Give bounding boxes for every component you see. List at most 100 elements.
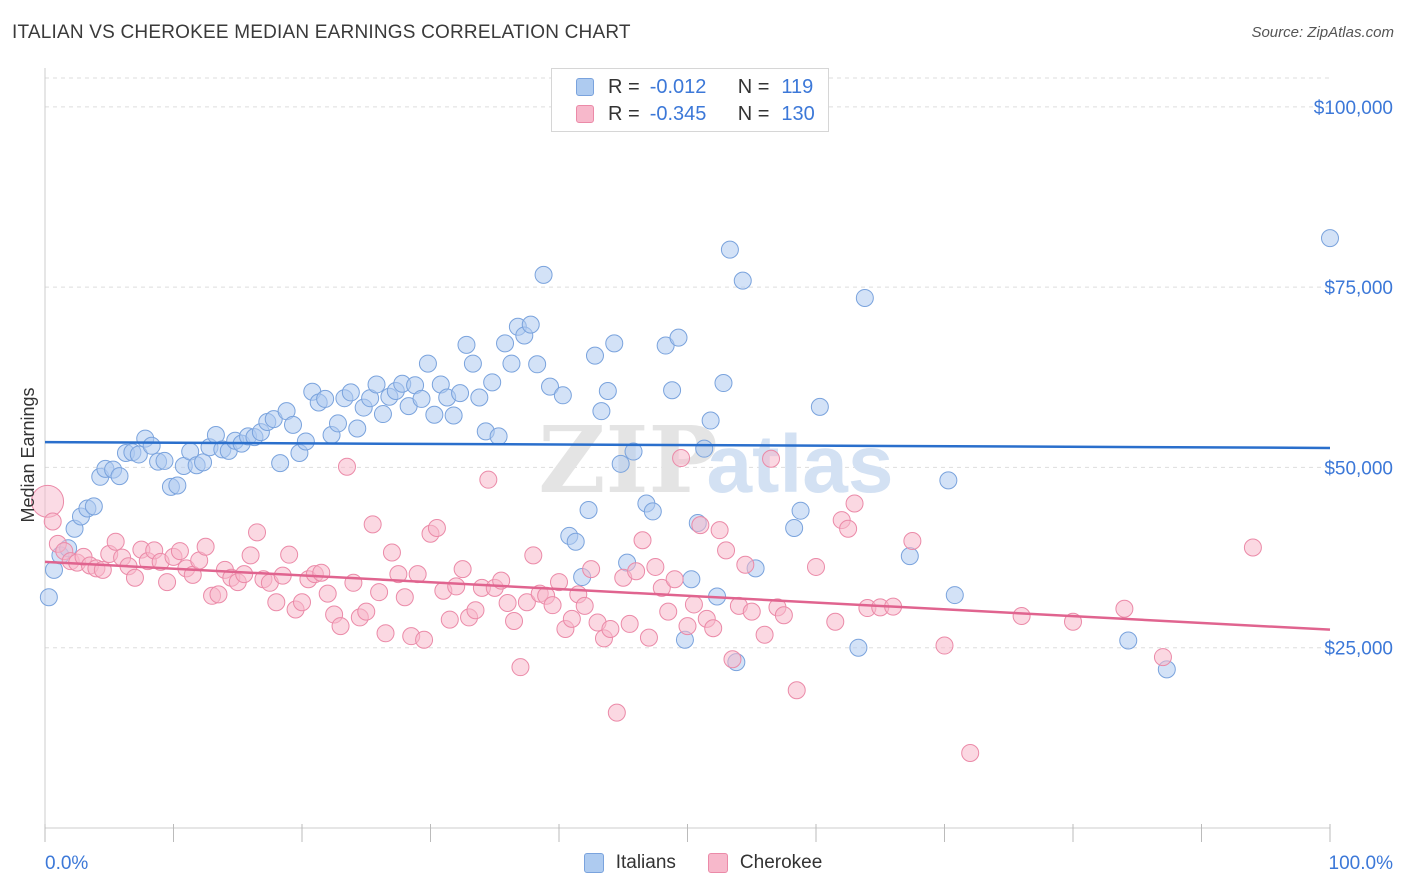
data-points: [31, 229, 1339, 762]
cherokee-point: [633, 531, 652, 550]
italians-point: [682, 570, 701, 589]
cherokee-point: [235, 565, 254, 584]
cherokee-point: [106, 532, 125, 551]
y-tick-label: $50,000: [1324, 458, 1393, 479]
cherokee-point: [125, 568, 144, 587]
italians-point: [110, 467, 129, 486]
legend-item-cherokee[interactable]: Cherokee: [707, 852, 823, 874]
italians-point: [611, 454, 630, 473]
cherokee-point: [170, 542, 189, 561]
italians-point: [451, 384, 470, 403]
italians-point: [592, 402, 611, 421]
cherokee-point: [382, 543, 401, 562]
italians-point: [528, 355, 547, 374]
cherokee-swatch: [576, 105, 594, 123]
italians-point: [39, 588, 58, 607]
cherokee-point: [453, 560, 472, 579]
cherokee-n-label: N =: [737, 102, 770, 125]
cherokee-point: [755, 625, 774, 644]
cherokee-point: [845, 494, 864, 513]
italians-point: [585, 346, 604, 365]
source-credit: Source: ZipAtlas.com: [1251, 24, 1394, 41]
italians-point: [168, 476, 187, 495]
legend-row-cherokee: R = -0.345 N = 130: [576, 102, 815, 126]
series-legend: Italians Cherokee: [0, 852, 1406, 874]
cherokee-point: [248, 523, 267, 542]
italians-point: [605, 334, 624, 353]
cherokee-point: [826, 612, 845, 631]
italians-point: [598, 381, 617, 400]
cherokee-point: [736, 555, 755, 574]
cherokee-point: [1243, 538, 1262, 557]
italians-point: [483, 373, 502, 392]
cherokee-point: [479, 470, 498, 489]
italians-point: [341, 383, 360, 402]
italians-point: [663, 381, 682, 400]
italians-point: [733, 271, 752, 290]
cherokee-point: [627, 562, 646, 581]
cherokee-point: [370, 583, 389, 602]
italians-r-value: -0.012: [649, 75, 707, 98]
cherokee-point: [652, 578, 671, 597]
italians-point: [457, 335, 476, 354]
cherokee-point: [395, 588, 414, 607]
y-tick-label: $75,000: [1324, 278, 1393, 299]
italians-point: [470, 388, 489, 407]
italians-point: [714, 374, 733, 393]
cherokee-point: [196, 537, 215, 556]
italians-point: [284, 415, 303, 434]
cherokee-legend-swatch: [707, 853, 728, 873]
y-tick-label: $100,000: [1314, 98, 1393, 119]
x-tick-label-max: 100.0%: [1329, 853, 1394, 874]
italians-point: [534, 265, 553, 284]
cherokee-point: [717, 541, 736, 560]
cherokee-point: [43, 512, 62, 531]
italians-point: [945, 586, 964, 605]
cherokee-point: [466, 601, 485, 620]
cherokee-point: [312, 563, 331, 582]
italians-point: [129, 445, 148, 464]
italians-point: [502, 354, 521, 373]
italians-point: [521, 315, 540, 334]
italians-point: [643, 502, 662, 521]
italians-point: [939, 471, 958, 490]
italians-point: [791, 501, 810, 520]
cherokee-point: [241, 546, 260, 565]
legend-item-italians[interactable]: Italians: [583, 852, 676, 874]
italians-swatch: [576, 78, 594, 96]
cherokee-point: [550, 573, 568, 592]
cherokee-trend-line: [44, 560, 1331, 631]
italians-point: [194, 453, 213, 472]
chart-title: ITALIAN VS CHEROKEE MEDIAN EARNINGS CORR…: [12, 22, 631, 43]
cherokee-point: [280, 545, 299, 564]
cherokee-point: [646, 557, 665, 576]
y-tick-label: $25,000: [1324, 639, 1393, 660]
italians-point: [720, 240, 739, 259]
italians-point: [810, 397, 829, 416]
italians-point: [701, 411, 720, 430]
cherokee-point: [691, 516, 710, 535]
cherokee-point: [665, 570, 684, 589]
cherokee-point: [774, 606, 793, 625]
italians-point: [271, 454, 290, 473]
italians-point: [553, 386, 572, 405]
cherokee-point: [267, 593, 286, 612]
cherokee-point: [318, 584, 337, 603]
cherokee-point: [447, 577, 466, 596]
cherokee-point: [903, 531, 922, 550]
cherokee-legend-label: Cherokee: [739, 852, 823, 873]
cherokee-point: [1012, 606, 1031, 625]
italians-point: [425, 405, 444, 424]
axis-labels: $25,000 $50,000 $75,000 $100,000 0.0% 100.0% M…: [18, 98, 1393, 874]
italians-point: [579, 500, 598, 519]
cherokee-point: [209, 585, 228, 604]
italians-point: [541, 377, 560, 396]
cherokee-point: [839, 519, 858, 538]
cherokee-point: [787, 681, 806, 700]
cherokee-point: [524, 546, 543, 565]
cherokee-point: [607, 703, 626, 722]
italians-trend-line: [44, 440, 1331, 450]
italians-point: [296, 432, 315, 451]
italians-point: [418, 354, 437, 373]
